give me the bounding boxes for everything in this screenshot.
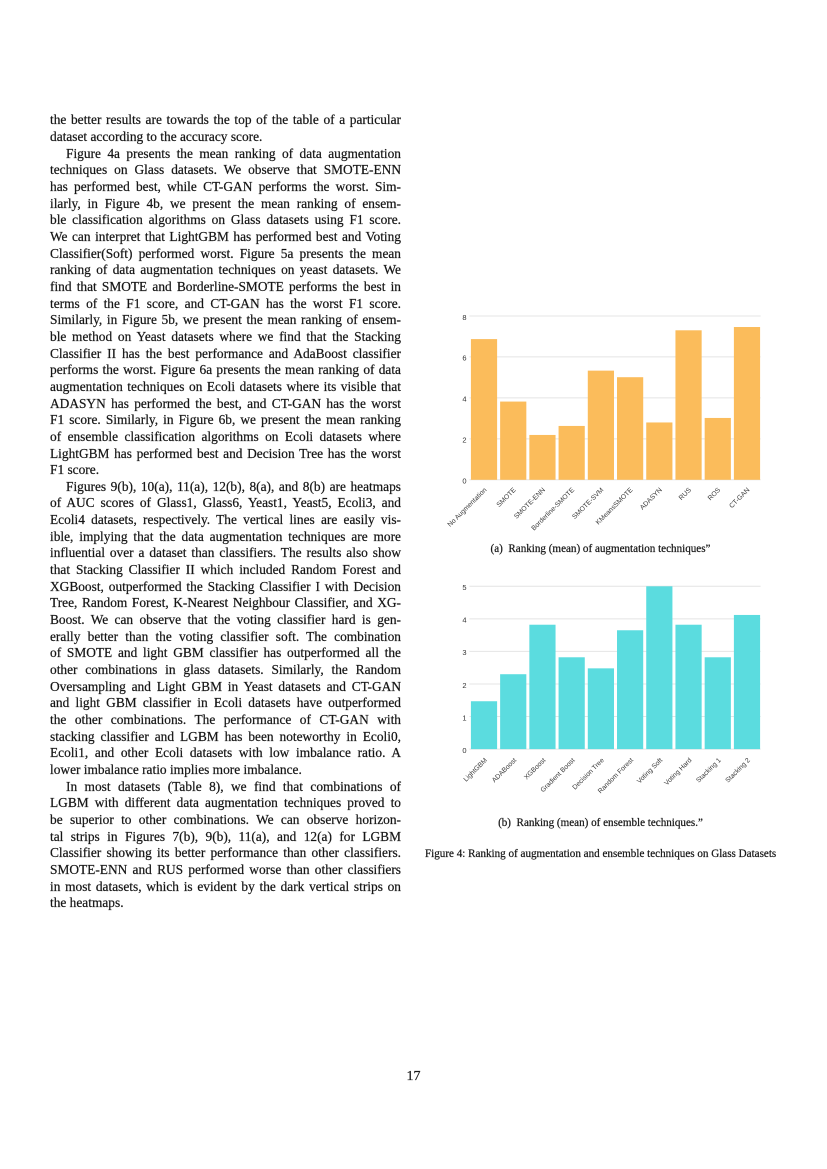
svg-text:Stacking 1: Stacking 1: [695, 757, 723, 785]
svg-text:No Augmentation: No Augmentation: [447, 487, 489, 529]
svg-text:5: 5: [462, 583, 466, 592]
svg-text:ROS: ROS: [707, 486, 723, 502]
svg-text:8: 8: [462, 313, 466, 322]
svg-text:3: 3: [462, 648, 466, 657]
svg-text:Voting Soft: Voting Soft: [636, 757, 664, 785]
svg-text:2: 2: [462, 681, 466, 690]
svg-text:2: 2: [462, 436, 466, 445]
svg-text:SMOTE: SMOTE: [496, 486, 518, 508]
svg-text:ADASYN: ADASYN: [639, 487, 664, 512]
svg-text:4: 4: [462, 616, 466, 625]
svg-text:4: 4: [462, 395, 466, 404]
svg-text:RUS: RUS: [678, 486, 693, 501]
svg-text:0: 0: [462, 477, 466, 486]
svg-text:CT-GAN: CT-GAN: [728, 487, 751, 510]
svg-text:6: 6: [462, 354, 466, 363]
svg-text:Stacking 2: Stacking 2: [725, 757, 753, 785]
svg-text:1: 1: [462, 713, 466, 722]
svg-text:LightGBM: LightGBM: [463, 757, 490, 784]
svg-text:0: 0: [462, 746, 466, 755]
svg-text:ADABoost: ADABoost: [491, 757, 518, 784]
svg-text:Voting Hard: Voting Hard: [663, 757, 693, 787]
svg-text:XGBoost: XGBoost: [523, 757, 547, 781]
